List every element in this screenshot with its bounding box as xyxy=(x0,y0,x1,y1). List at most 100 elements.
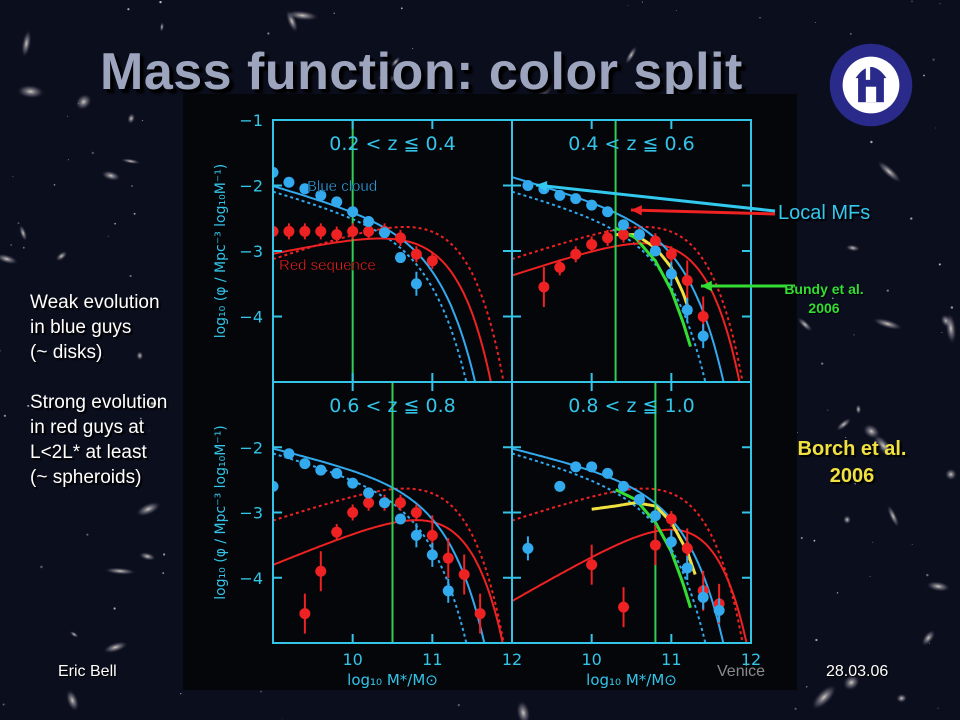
galaxy-decoration xyxy=(135,501,162,517)
red-data-point xyxy=(394,497,406,509)
star-decoration xyxy=(805,686,808,688)
panel-redshift-label: 0.6 < z ≦ 0.8 xyxy=(329,395,455,417)
star-decoration xyxy=(941,332,943,334)
star-decoration xyxy=(937,707,939,709)
blue-data-point xyxy=(697,591,709,603)
local-red-fit-line xyxy=(512,487,744,643)
left-text-line: Weak evolution xyxy=(30,292,160,313)
red-data-point xyxy=(283,225,295,237)
star-decoration xyxy=(77,103,79,105)
star-decoration xyxy=(141,119,144,122)
galaxy-decoration xyxy=(127,112,136,125)
y-tick-label: −3 xyxy=(239,242,263,261)
star-decoration xyxy=(102,356,104,359)
blue-data-point xyxy=(315,464,327,476)
blue-data-point xyxy=(331,196,343,208)
blue-data-point xyxy=(363,487,375,499)
red-data-point xyxy=(586,559,598,571)
galaxy-decoration xyxy=(842,515,852,525)
galaxy-decoration xyxy=(120,158,141,165)
star-decoration xyxy=(280,88,282,90)
galaxy-decoration xyxy=(872,317,904,331)
galaxy-decoration xyxy=(921,629,936,647)
borch-label-line: 2006 xyxy=(829,465,875,487)
blue-data-point xyxy=(554,189,566,201)
star-decoration xyxy=(67,115,69,117)
star-decoration xyxy=(815,638,818,642)
red-data-point xyxy=(458,568,470,580)
red-data-point xyxy=(649,539,661,551)
star-decoration xyxy=(939,3,941,5)
star-decoration xyxy=(911,543,913,545)
star-decoration xyxy=(260,690,262,693)
galaxy-decoration xyxy=(18,224,28,242)
x-tick-label: 12 xyxy=(741,650,761,669)
star-decoration xyxy=(872,541,874,543)
star-decoration xyxy=(950,306,954,309)
y-tick-label: −3 xyxy=(239,504,263,523)
star-decoration xyxy=(938,263,941,266)
red-data-point xyxy=(410,507,422,518)
borch-fit-line xyxy=(591,501,697,575)
red-data-point xyxy=(602,232,614,244)
galaxy-decoration xyxy=(136,351,144,361)
star-decoration xyxy=(627,5,629,7)
mass-function-chart: 0.2 < z ≦ 0.4 −1 −2 −3 −4 log₁₀ (φ / Mpc⁻³ lo… xyxy=(183,94,797,690)
red-data-point xyxy=(665,248,677,260)
star-decoration xyxy=(107,235,109,237)
galaxy-decoration xyxy=(284,10,320,21)
star-decoration xyxy=(267,32,270,35)
star-decoration xyxy=(401,81,404,84)
plot-background xyxy=(183,94,797,690)
galaxy-decoration xyxy=(886,504,900,528)
galaxy-decoration xyxy=(945,312,957,345)
red-data-point xyxy=(442,552,454,564)
star-decoration xyxy=(364,64,366,66)
galaxy-decoration xyxy=(138,551,157,561)
local-blue-arrow-head xyxy=(536,181,548,192)
red-data-point xyxy=(681,274,693,286)
galaxy-decoration xyxy=(75,93,93,111)
x-axis-label: log₁₀ M*/M⊙ xyxy=(347,671,438,689)
red-data-point xyxy=(299,225,311,237)
star-decoration xyxy=(870,140,873,144)
galaxy-decoration xyxy=(141,400,163,407)
star-decoration xyxy=(854,483,856,485)
star-decoration xyxy=(3,414,6,417)
footer-venue: Venice xyxy=(717,663,766,680)
galaxy-decoration xyxy=(876,160,902,184)
star-decoration xyxy=(821,362,824,365)
bundy-label: Bundy et al. 2006 xyxy=(776,280,872,318)
star-decoration xyxy=(935,127,937,129)
panel-content xyxy=(273,120,505,382)
galaxy-decoration xyxy=(536,80,553,98)
star-decoration xyxy=(22,246,25,249)
x-tick-label: 10 xyxy=(581,650,601,669)
local-red-fit-line xyxy=(512,226,744,382)
x-axis-label: log₁₀ M*/M⊙ xyxy=(586,671,677,689)
blue-data-point xyxy=(347,477,359,489)
star-decoration xyxy=(180,693,182,695)
red-data-point xyxy=(426,529,438,541)
star-decoration xyxy=(845,436,847,439)
blue-data-point xyxy=(394,513,406,525)
left-text-line: (~ disks) xyxy=(30,342,103,363)
star-decoration xyxy=(700,77,703,80)
red-data-point xyxy=(538,281,550,293)
red-data-point xyxy=(363,497,375,509)
y-tick-label: −2 xyxy=(239,438,263,457)
star-decoration xyxy=(67,159,69,161)
blue-data-point xyxy=(331,467,343,479)
red-fit-line xyxy=(512,528,748,643)
star-decoration xyxy=(910,217,913,220)
star-decoration xyxy=(412,47,414,49)
star-decoration xyxy=(0,349,1,352)
star-decoration xyxy=(849,32,852,35)
blue-data-point xyxy=(299,183,311,195)
local-blue-arrow xyxy=(535,181,776,213)
galaxy-decoration xyxy=(855,404,862,415)
red-data-point xyxy=(426,255,438,267)
blue-data-point xyxy=(363,216,375,228)
star-decoration xyxy=(159,0,162,4)
blue-data-point xyxy=(713,604,725,616)
